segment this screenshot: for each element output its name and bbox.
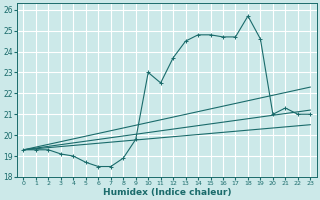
X-axis label: Humidex (Indice chaleur): Humidex (Indice chaleur) [103, 188, 231, 197]
